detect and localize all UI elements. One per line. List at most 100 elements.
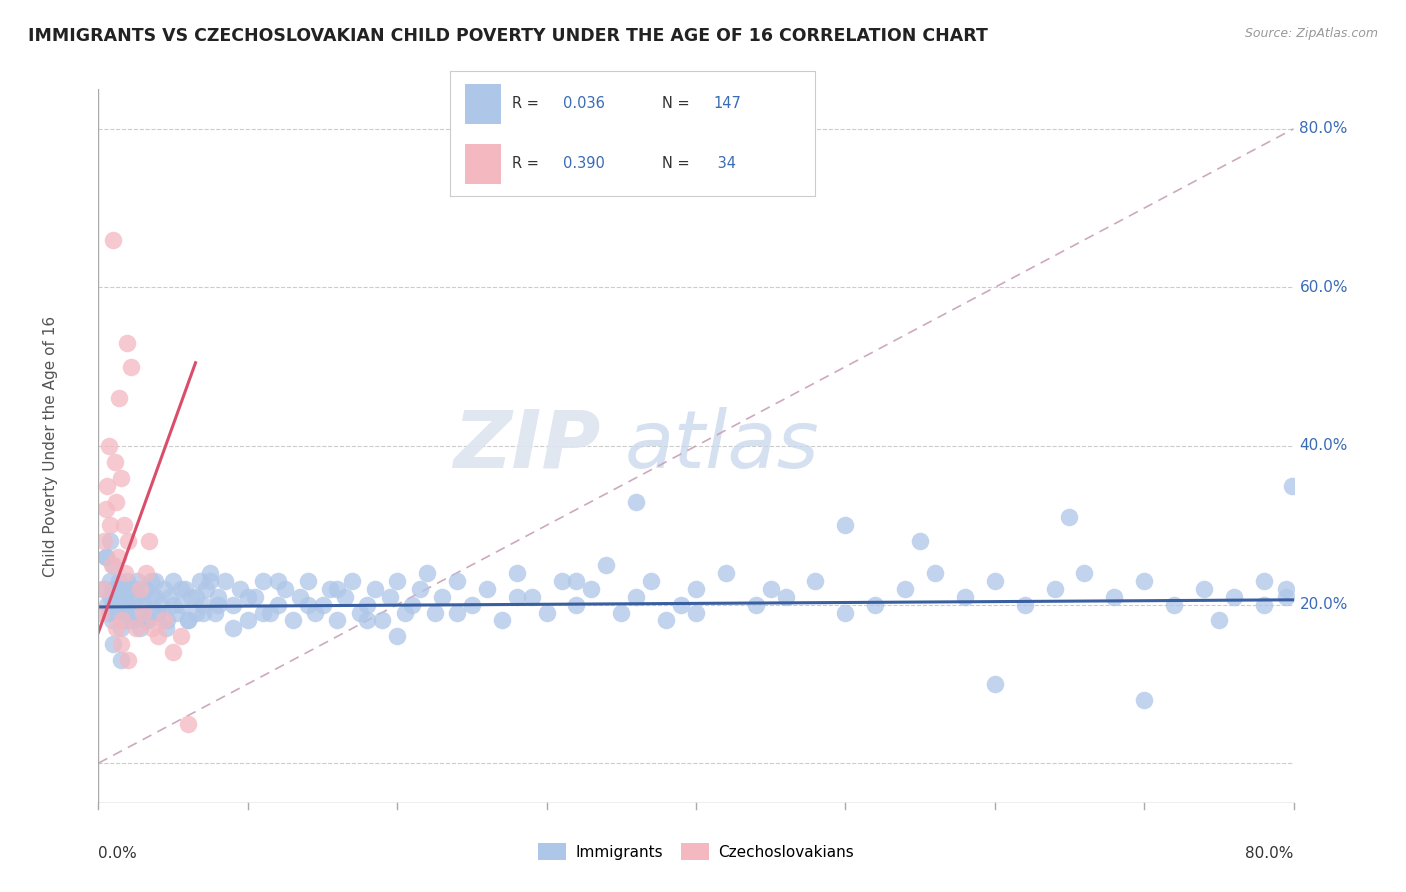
Point [288,590,311,604]
Point [461,598,484,612]
Point [281,614,304,628]
Point [129,621,152,635]
Point [908,534,931,549]
Point [105,621,128,635]
Point [669,598,692,612]
Point [236,614,259,628]
Point [520,590,543,604]
Point [110,621,132,635]
Point [104,455,127,469]
Point [117,653,139,667]
Text: 34: 34 [713,156,737,171]
Point [156,614,179,628]
Point [112,518,135,533]
Point [110,582,132,596]
Point [200,566,222,580]
Point [1275,582,1298,596]
Point [138,614,160,628]
Point [804,574,827,588]
Text: Source: ZipAtlas.com: Source: ZipAtlas.com [1244,27,1378,40]
Point [162,598,184,612]
Point [94,502,117,516]
Point [1133,574,1156,588]
Point [610,606,633,620]
Point [385,629,409,643]
Point [245,590,267,604]
Point [91,582,114,596]
Point [108,574,131,588]
Point [110,471,132,485]
Point [342,574,364,588]
Point [894,582,917,596]
Point [207,590,229,604]
Point [297,574,319,588]
Point [174,582,197,596]
Point [101,558,124,572]
Point [107,549,129,564]
Point [1059,510,1081,524]
Point [132,598,155,612]
Point [111,614,134,628]
Point [204,606,226,620]
Point [1163,598,1185,612]
Point [114,566,136,580]
Point [207,598,229,612]
Point [101,614,124,628]
Point [655,614,678,628]
Point [423,606,446,620]
Legend: Immigrants, Czechoslovakians: Immigrants, Czechoslovakians [533,837,859,866]
Point [150,598,173,612]
Point [430,590,453,604]
Point [184,606,207,620]
Point [105,494,128,508]
Point [626,494,648,508]
Point [98,574,122,588]
Point [401,598,423,612]
Point [120,582,142,596]
Point [165,606,187,620]
Text: R =: R = [512,96,544,112]
Point [115,574,138,588]
Point [120,590,142,604]
Point [103,598,125,612]
Point [180,590,202,604]
Point [304,606,326,620]
Point [184,590,207,604]
Point [252,574,274,588]
Point [169,598,191,612]
Point [141,590,163,604]
Point [120,359,142,374]
Text: 147: 147 [713,96,741,112]
Point [148,606,170,620]
Point [91,582,114,596]
Point [127,574,149,588]
Text: R =: R = [512,156,544,171]
Point [865,598,887,612]
Point [111,614,134,628]
Point [169,629,191,643]
Text: IMMIGRANTS VS CZECHOSLOVAKIAN CHILD POVERTY UNDER THE AGE OF 16 CORRELATION CHAR: IMMIGRANTS VS CZECHOSLOVAKIAN CHILD POVE… [28,27,988,45]
Text: Child Poverty Under the Age of 16: Child Poverty Under the Age of 16 [44,316,58,576]
Point [356,598,378,612]
Point [259,606,281,620]
Point [506,590,529,604]
Point [177,614,200,628]
Point [236,590,259,604]
Point [94,549,117,564]
Point [1014,598,1036,612]
Point [1275,590,1298,604]
Point [984,677,1007,691]
Point [640,574,662,588]
Point [745,598,768,612]
Point [98,518,122,533]
Point [326,582,349,596]
Point [222,598,245,612]
Point [349,606,371,620]
Point [297,598,319,612]
Point [103,558,125,572]
Point [143,574,166,588]
Bar [464,144,501,184]
Text: 80.0%: 80.0% [1299,121,1348,136]
Point [104,582,127,596]
Point [117,534,139,549]
